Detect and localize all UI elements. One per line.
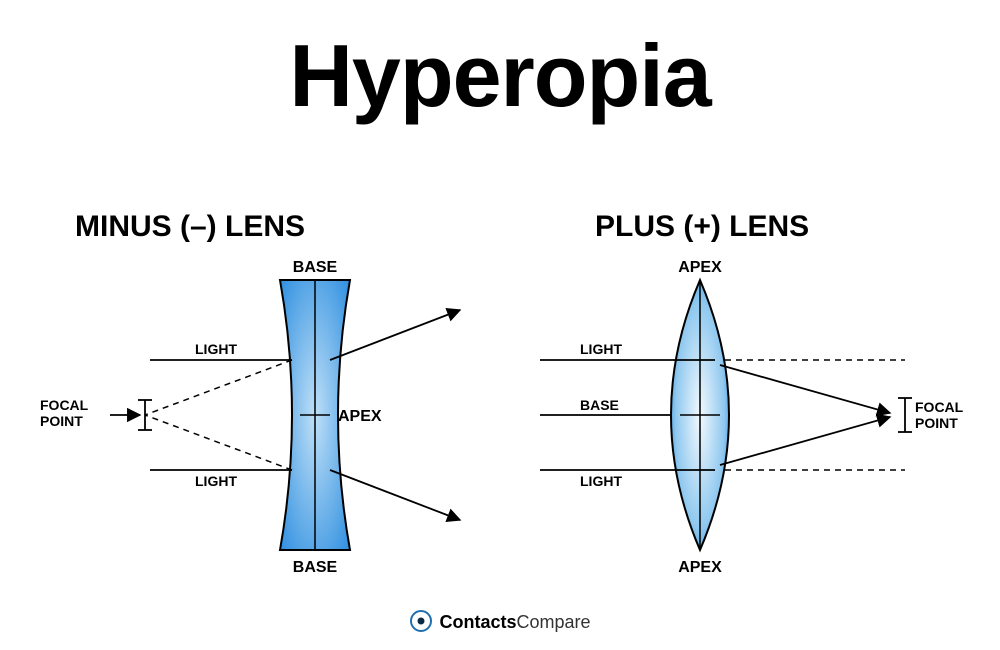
ray-bot-out — [330, 470, 460, 520]
dash-top — [145, 360, 292, 415]
plus-light-top: LIGHT — [580, 341, 622, 357]
minus-lens-diagram: BASE BASE APEX LIGHT LIGHT FOCAL POINT — [30, 250, 490, 610]
plus-center-label: BASE — [580, 397, 619, 413]
plus-lens-heading: PLUS (+) LENS — [595, 210, 809, 244]
footer-brand: ContactsCompare — [0, 609, 1000, 638]
plus-focal-2: POINT — [915, 415, 958, 431]
minus-center-label: APEX — [338, 408, 382, 425]
plus-light-bot: LIGHT — [580, 473, 622, 489]
brand-eye-icon — [409, 609, 433, 638]
minus-focal-2: POINT — [40, 413, 83, 429]
plus-top-label: APEX — [678, 259, 722, 276]
plus-lens-diagram: APEX APEX LIGHT BASE LIGHT FOCAL POINT — [520, 250, 980, 610]
page-title: Hyperopia — [0, 25, 1000, 127]
minus-light-bot: LIGHT — [195, 473, 237, 489]
minus-bottom-label: BASE — [293, 559, 338, 576]
ray-top-out-r — [720, 365, 890, 413]
plus-focal-1: FOCAL — [915, 399, 964, 415]
brand-bold: Contacts — [439, 612, 516, 632]
ray-bot-out-r — [720, 417, 890, 465]
dash-bot — [145, 415, 292, 470]
plus-bottom-label: APEX — [678, 559, 722, 576]
minus-light-top: LIGHT — [195, 341, 237, 357]
minus-focal-1: FOCAL — [40, 397, 89, 413]
minus-top-label: BASE — [293, 259, 338, 276]
brand-light: Compare — [516, 612, 590, 632]
ray-top-out — [330, 310, 460, 360]
minus-lens-heading: MINUS (–) LENS — [75, 210, 305, 244]
